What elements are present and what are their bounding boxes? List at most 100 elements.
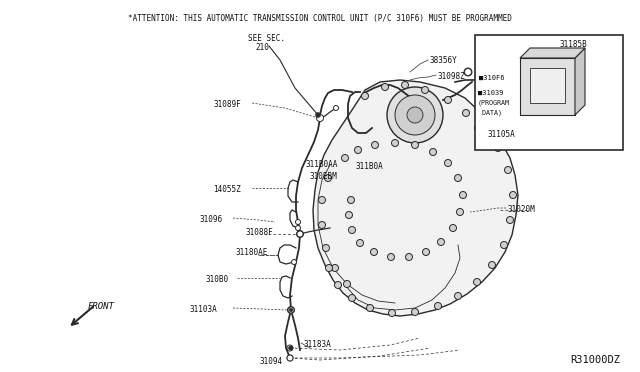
Circle shape xyxy=(445,96,451,103)
Circle shape xyxy=(445,160,451,167)
Text: 31020M: 31020M xyxy=(508,205,536,214)
Text: R31000DZ: R31000DZ xyxy=(570,355,620,365)
Circle shape xyxy=(335,282,342,289)
Circle shape xyxy=(289,346,291,350)
Circle shape xyxy=(454,174,461,182)
Circle shape xyxy=(583,73,587,77)
Text: 31094: 31094 xyxy=(260,357,283,366)
Polygon shape xyxy=(520,58,575,115)
Text: ■31039: ■31039 xyxy=(478,90,504,96)
Text: 38356Y: 38356Y xyxy=(430,56,458,65)
Circle shape xyxy=(332,264,339,272)
Text: 31096: 31096 xyxy=(200,215,223,224)
Circle shape xyxy=(348,196,355,203)
Circle shape xyxy=(288,307,294,313)
Circle shape xyxy=(326,264,333,272)
Circle shape xyxy=(422,87,429,93)
Circle shape xyxy=(289,308,293,312)
Text: 311B0AA: 311B0AA xyxy=(305,160,337,169)
Circle shape xyxy=(435,302,442,310)
Circle shape xyxy=(495,144,502,151)
Circle shape xyxy=(509,126,516,134)
Text: 31180AE: 31180AE xyxy=(235,248,268,257)
Circle shape xyxy=(583,103,587,107)
Circle shape xyxy=(287,355,293,361)
Circle shape xyxy=(296,225,301,231)
Circle shape xyxy=(412,308,419,315)
Circle shape xyxy=(401,81,408,89)
Text: 31185B: 31185B xyxy=(560,40,588,49)
Text: 31098Z: 31098Z xyxy=(438,72,466,81)
Bar xyxy=(530,68,565,103)
Circle shape xyxy=(381,83,388,90)
Circle shape xyxy=(406,253,413,260)
Text: 311B0A: 311B0A xyxy=(355,162,383,171)
Circle shape xyxy=(456,208,463,215)
Circle shape xyxy=(349,227,355,234)
Circle shape xyxy=(581,86,589,94)
Circle shape xyxy=(367,305,374,311)
Circle shape xyxy=(463,109,470,116)
Circle shape xyxy=(289,346,293,350)
Circle shape xyxy=(422,248,429,256)
Text: 31089F: 31089F xyxy=(213,100,241,109)
Circle shape xyxy=(506,217,513,224)
Polygon shape xyxy=(313,80,518,316)
Circle shape xyxy=(509,126,517,134)
Circle shape xyxy=(465,68,472,76)
Circle shape xyxy=(355,147,362,154)
Circle shape xyxy=(356,240,364,247)
Circle shape xyxy=(362,93,369,99)
Text: 310B0: 310B0 xyxy=(205,275,228,284)
Circle shape xyxy=(342,154,349,161)
Circle shape xyxy=(346,212,353,218)
Circle shape xyxy=(429,148,436,155)
Circle shape xyxy=(291,260,296,264)
Circle shape xyxy=(395,95,435,135)
Circle shape xyxy=(297,231,303,237)
Polygon shape xyxy=(520,48,585,58)
Circle shape xyxy=(488,262,495,269)
Circle shape xyxy=(438,238,445,246)
Circle shape xyxy=(509,192,516,199)
Circle shape xyxy=(296,231,303,237)
Circle shape xyxy=(287,307,294,314)
Circle shape xyxy=(449,224,456,231)
Text: 31088F: 31088F xyxy=(245,228,273,237)
Circle shape xyxy=(371,248,378,256)
Circle shape xyxy=(583,88,587,92)
Text: 31103A: 31103A xyxy=(190,305,218,314)
Circle shape xyxy=(573,113,583,123)
Circle shape xyxy=(387,87,443,143)
Circle shape xyxy=(333,106,339,110)
Text: FRONT: FRONT xyxy=(88,302,115,311)
Circle shape xyxy=(464,68,472,76)
Circle shape xyxy=(387,253,394,260)
Text: ■310F6: ■310F6 xyxy=(479,75,504,81)
Bar xyxy=(475,35,623,150)
Circle shape xyxy=(504,167,511,173)
Circle shape xyxy=(474,125,481,131)
Circle shape xyxy=(460,192,467,199)
Text: SEE SEC.: SEE SEC. xyxy=(248,34,285,43)
Circle shape xyxy=(316,112,321,118)
Circle shape xyxy=(500,241,508,248)
Circle shape xyxy=(344,280,351,288)
Text: 210: 210 xyxy=(255,43,269,52)
Circle shape xyxy=(581,71,589,79)
Circle shape xyxy=(287,355,293,361)
Circle shape xyxy=(371,141,378,148)
Circle shape xyxy=(319,196,326,203)
Circle shape xyxy=(407,107,423,123)
Circle shape xyxy=(287,345,293,351)
Circle shape xyxy=(392,140,399,147)
Text: 31105A: 31105A xyxy=(487,130,515,139)
Circle shape xyxy=(474,279,481,285)
Circle shape xyxy=(575,115,580,121)
Text: *ATTENTION: THIS AUTOMATIC TRANSMISSION CONTROL UNIT (P/C 310F6) MUST BE PROGRAM: *ATTENTION: THIS AUTOMATIC TRANSMISSION … xyxy=(128,14,512,23)
Circle shape xyxy=(296,219,301,224)
Circle shape xyxy=(317,115,323,122)
Text: 14055Z: 14055Z xyxy=(213,185,241,194)
Circle shape xyxy=(412,141,419,148)
Circle shape xyxy=(319,221,326,228)
